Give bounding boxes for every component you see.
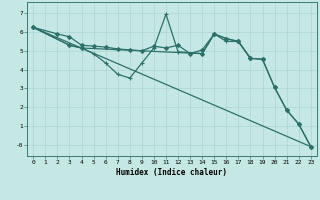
X-axis label: Humidex (Indice chaleur): Humidex (Indice chaleur) bbox=[116, 168, 228, 177]
